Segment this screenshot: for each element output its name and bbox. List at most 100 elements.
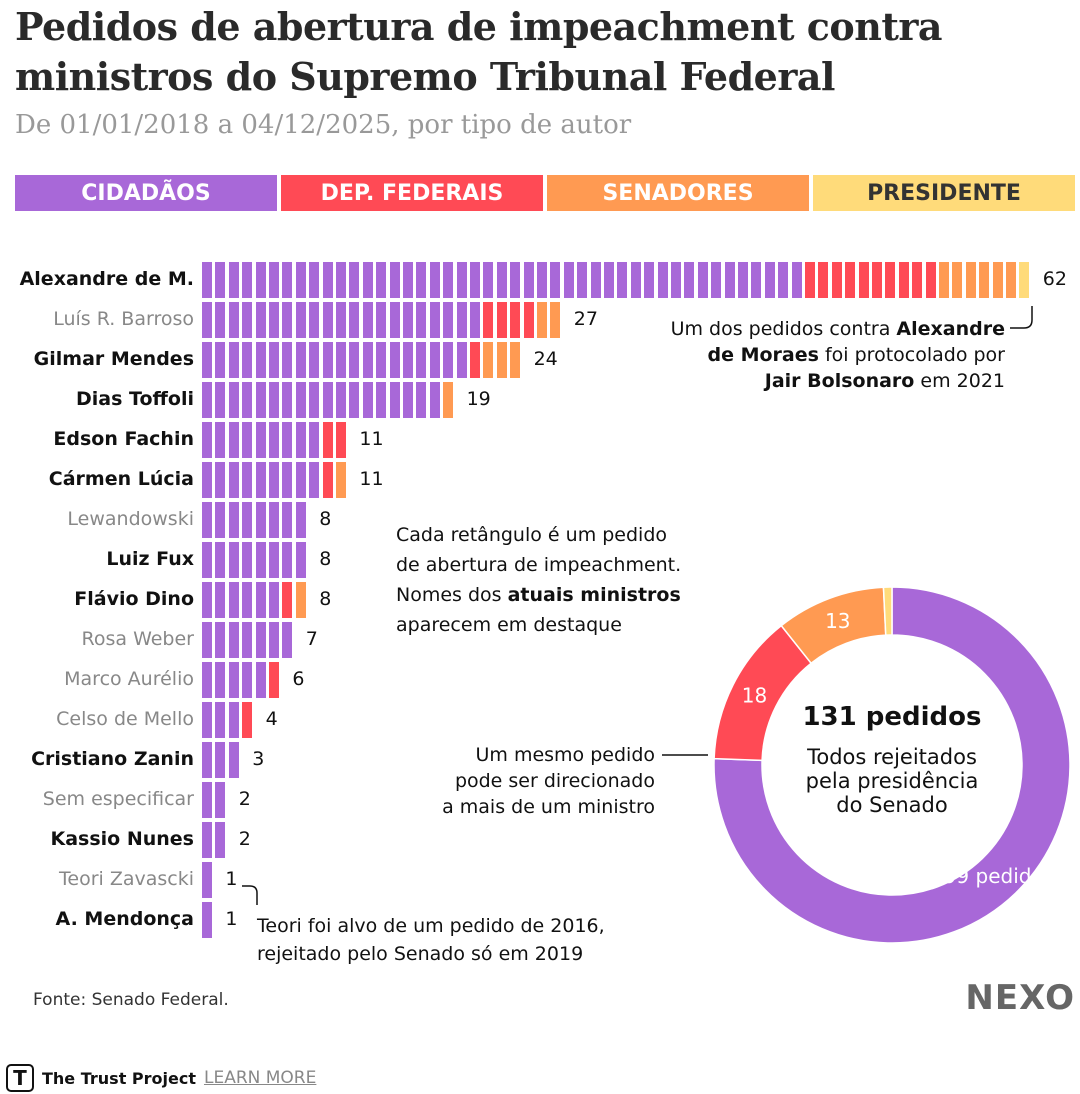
bar-label: Marco Aurélio — [64, 668, 194, 690]
bar-segment-cidad-os — [470, 302, 480, 338]
bar-segment-cidad-os — [242, 262, 253, 298]
donut-center-title: 131 pedidos — [802, 702, 981, 732]
bar-segment-cidad-os — [202, 422, 212, 458]
bar-segment-cidad-os — [228, 502, 239, 538]
bar-segment-cidad-os — [202, 702, 212, 738]
bar-segment-cidad-os — [336, 382, 346, 418]
bar-total: 8 — [319, 548, 332, 570]
bar-segment-cidad-os — [389, 302, 400, 338]
legend-presidente: PRESIDENTE — [813, 175, 1075, 211]
bar-label: Alexandre de M. — [19, 268, 194, 290]
bar-segment-cidad-os — [202, 502, 212, 538]
note-text: Alexandre — [896, 318, 1005, 340]
bar-label: Lewandowski — [67, 508, 194, 530]
bar-segment-cidad-os — [724, 262, 735, 298]
bar-segment-cidad-os — [416, 262, 427, 298]
bar-segment-cidad-os — [228, 262, 239, 298]
bar-segment-cidad-os — [309, 422, 320, 458]
bar-segment-cidad-os — [202, 262, 212, 298]
bar-total: 1 — [225, 868, 238, 890]
bar-segment-cidad-os — [228, 582, 239, 618]
bar-segment-cidad-os — [202, 782, 212, 818]
bar-segment-cidad-os — [389, 262, 400, 298]
bar-segment-cidad-os — [778, 262, 789, 298]
bar-segment-senadores — [537, 302, 547, 338]
bar-segment-cidad-os — [255, 542, 266, 578]
bar-segment-dep-federais — [898, 262, 909, 298]
chart-subtitle: De 01/01/2018 a 04/12/2025, por tipo de … — [15, 110, 632, 140]
bar-segment-cidad-os — [228, 662, 239, 698]
bar-segment-cidad-os — [403, 342, 413, 378]
bar-segment-cidad-os — [764, 262, 775, 298]
bar-segment-cidad-os — [255, 422, 266, 458]
bar-segment-cidad-os — [630, 262, 641, 298]
bar-segment-cidad-os — [215, 662, 226, 698]
bar-segment-cidad-os — [389, 342, 400, 378]
bar-total: 24 — [533, 348, 558, 370]
bar-segment-dep-federais — [510, 302, 521, 338]
bar-segment-cidad-os — [242, 502, 253, 538]
bar-segment-cidad-os — [510, 262, 521, 298]
bar-segment-cidad-os — [242, 622, 253, 658]
bar-segment-cidad-os — [671, 262, 681, 298]
bar-segment-cidad-os — [456, 302, 467, 338]
bar-segment-dep-federais — [523, 302, 534, 338]
note-text: Jair Bolsonaro — [764, 370, 915, 392]
bar-segment-cidad-os — [403, 382, 413, 418]
moraes-leader-line — [1010, 306, 1033, 329]
bar-segment-cidad-os — [202, 382, 212, 418]
bar-segment-cidad-os — [322, 262, 333, 298]
bar-segment-cidad-os — [242, 662, 253, 698]
bar-segment-cidad-os — [403, 262, 413, 298]
bar-segment-dep-federais — [282, 582, 293, 618]
bar-label: Edson Fachin — [53, 428, 194, 450]
bar-segment-cidad-os — [215, 782, 226, 818]
bar-segment-cidad-os — [202, 622, 212, 658]
bar-segment-dep-federais — [470, 342, 480, 378]
donut-center-text: pela presidência — [806, 769, 979, 793]
bar-segment-cidad-os — [269, 262, 279, 298]
bar-segment-cidad-os — [282, 462, 293, 498]
note-text: aparecem em destaque — [396, 614, 622, 636]
bar-segment-cidad-os — [429, 262, 440, 298]
bar-segment-cidad-os — [215, 302, 226, 338]
bar-segment-cidad-os — [228, 422, 239, 458]
bar-segment-cidad-os — [443, 342, 454, 378]
bar-segment-cidad-os — [282, 262, 293, 298]
bar-label: Cristiano Zanin — [31, 748, 194, 770]
bar-segment-senadores — [483, 342, 494, 378]
note-text: foi protocolado por — [818, 344, 1005, 366]
learn-more-link[interactable]: LEARN MORE — [203, 1068, 317, 1088]
bar-segment-cidad-os — [282, 382, 293, 418]
bar-segment-cidad-os — [242, 422, 253, 458]
bar-segment-cidad-os — [282, 342, 293, 378]
bar-total: 11 — [359, 428, 384, 450]
note-text: rejeitado pelo Senado só em 2019 — [257, 943, 584, 965]
bar-segment-cidad-os — [295, 262, 306, 298]
bar-segment-cidad-os — [309, 262, 320, 298]
bar-segment-dep-federais — [925, 262, 936, 298]
bar-segment-cidad-os — [349, 302, 360, 338]
bar-label: Flávio Dino — [74, 588, 194, 610]
legend-cidadaos: CIDADÃOS — [15, 175, 277, 211]
bar-segment-dep-federais — [336, 422, 346, 458]
bar-segment-cidad-os — [228, 542, 239, 578]
bar-segment-senadores — [496, 342, 507, 378]
bar-total: 19 — [466, 388, 491, 410]
bar-label: Luís R. Barroso — [53, 308, 194, 330]
bar-segment-senadores — [336, 462, 346, 498]
bar-segment-cidad-os — [456, 342, 467, 378]
bar-segment-cidad-os — [242, 342, 253, 378]
bar-segment-cidad-os — [215, 742, 226, 778]
bar-segment-dep-federais — [483, 302, 494, 338]
bar-segment-cidad-os — [202, 742, 212, 778]
bar-segment-cidad-os — [403, 302, 413, 338]
bar-label: A. Mendonça — [55, 908, 194, 930]
bar-segment-cidad-os — [202, 662, 212, 698]
bar-segment-dep-federais — [322, 422, 333, 458]
bar-segment-dep-federais — [322, 462, 333, 498]
bar-segment-cidad-os — [563, 262, 574, 298]
bar-segment-cidad-os — [228, 702, 239, 738]
bar-segment-cidad-os — [282, 422, 293, 458]
bar-segment-dep-federais — [831, 262, 842, 298]
